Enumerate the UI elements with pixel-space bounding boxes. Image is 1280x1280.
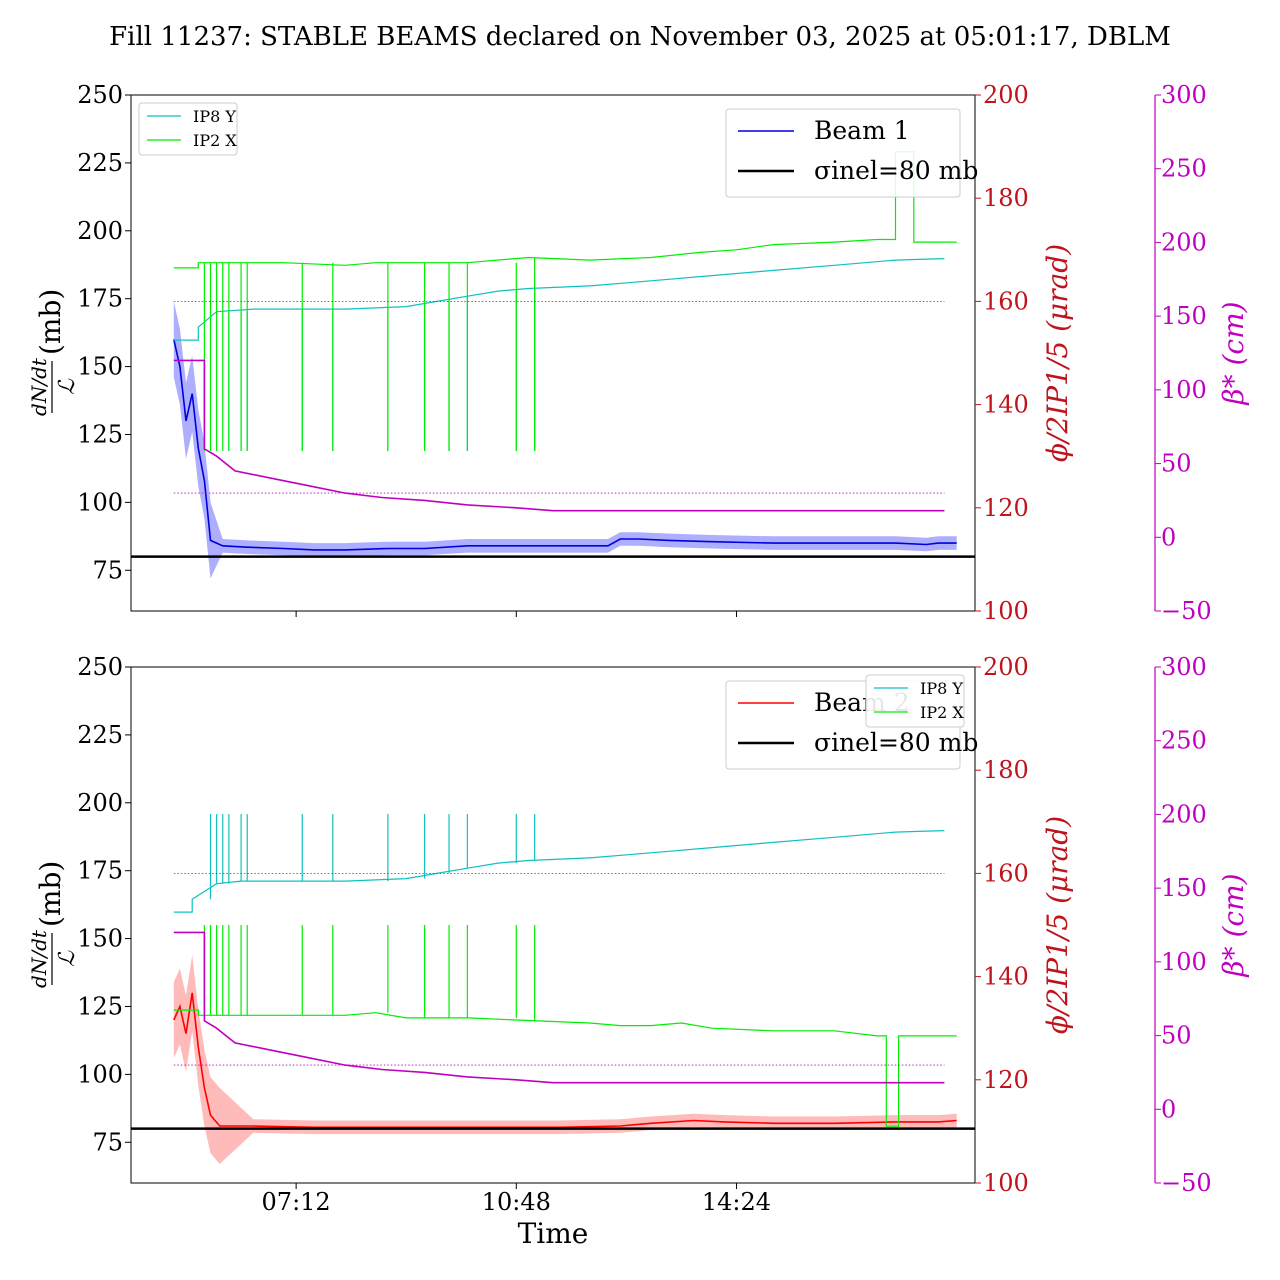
right-ytick-label: 100 <box>983 597 1029 625</box>
xtick-label: 07:12 <box>262 1188 331 1216</box>
right-ytick-label: 120 <box>983 494 1029 522</box>
y-axis-label-denominator: ℒ <box>55 378 80 395</box>
left-ytick-label: 150 <box>77 925 123 953</box>
left-ytick-label: 100 <box>77 1060 123 1088</box>
legend-beam-label: Beam 1 <box>814 116 910 145</box>
legend-ip8-label: IP8 Y <box>193 107 236 126</box>
left-ytick-label: 150 <box>77 353 123 381</box>
left-ytick-label: 100 <box>77 488 123 516</box>
y-axis-label-unit: (mb) <box>34 861 67 927</box>
left-ytick-label: 125 <box>77 992 123 1020</box>
bottom-panel: 75 100 125 150 175 200 225 250 100 120 140 160 180 20… <box>27 653 1250 1250</box>
legend-ip8-label: IP8 Y <box>920 679 963 698</box>
legend-ip2-label: IP2 X <box>193 131 237 150</box>
left-ytick-label: 225 <box>77 721 123 749</box>
left-ytick-label: 225 <box>77 149 123 177</box>
series-line-ip8-y <box>173 258 945 341</box>
series-line-series <box>173 931 945 1084</box>
y-axis-label: dN/dt ℒ (mb) <box>27 289 80 416</box>
plot-area <box>131 814 975 1164</box>
left-ytick-label: 125 <box>77 420 123 448</box>
right-ytick-label: 140 <box>983 391 1029 419</box>
y-axis-label-numerator: dN/dt <box>27 929 51 988</box>
plot-frame <box>130 666 976 1184</box>
series-line-ip2-x <box>173 1009 957 1127</box>
left-ytick-label: 200 <box>77 789 123 817</box>
series-line-series <box>173 359 945 512</box>
error-band-beam-2 <box>173 954 957 1164</box>
left-ytick-label: 175 <box>77 285 123 313</box>
error-band-beam-1 <box>173 301 957 579</box>
right-ytick-label: 160 <box>983 287 1029 315</box>
y-axis-label-unit: (mb) <box>34 289 67 355</box>
beta-ytick-label: 200 <box>1161 228 1207 256</box>
crossing-angle-axis-label: ϕ/2IP1/5 (μrad) <box>1041 244 1074 462</box>
left-ytick-label: 75 <box>92 556 123 584</box>
beta-ytick-label: −50 <box>1161 1169 1212 1197</box>
right-ytick-label: 140 <box>983 963 1029 991</box>
beta-ytick-label: 150 <box>1161 302 1207 330</box>
crossing-angle-axis-label: ϕ/2IP1/5 (μrad) <box>1041 816 1074 1034</box>
left-ytick-label: 250 <box>77 653 123 681</box>
beta-ytick-label: 300 <box>1161 81 1207 109</box>
series-line-beam-1 <box>173 339 957 551</box>
beta-ytick-label: 100 <box>1161 948 1207 976</box>
beta-ytick-label: 0 <box>1161 523 1176 551</box>
beta-ytick-label: 300 <box>1161 653 1207 681</box>
plot-area <box>131 151 975 579</box>
x-axis-label: Time <box>518 1217 589 1250</box>
plot-frame <box>130 94 976 612</box>
right-ytick-label: 120 <box>983 1066 1029 1094</box>
beta-ytick-label: 100 <box>1161 376 1207 404</box>
left-ytick-label: 200 <box>77 217 123 245</box>
right-ytick-label: 200 <box>983 81 1029 109</box>
beta-ytick-label: 50 <box>1161 1022 1192 1050</box>
right-ytick-label: 100 <box>983 1169 1029 1197</box>
left-ytick-label: 175 <box>77 857 123 885</box>
right-ytick-label: 200 <box>983 653 1029 681</box>
left-ytick-label: 75 <box>92 1128 123 1156</box>
series-line-ip8-y <box>173 830 945 913</box>
right-ytick-label: 180 <box>983 184 1029 212</box>
beta-ytick-label: 0 <box>1161 1095 1176 1123</box>
top-panel: 75 100 125 150 175 200 225 250 100 120 140 160 180 20… <box>27 81 1250 625</box>
beta-star-axis-label: β* (cm) <box>1217 873 1250 977</box>
beta-ytick-label: 50 <box>1161 450 1192 478</box>
y-axis-label-numerator: dN/dt <box>27 357 51 416</box>
right-ytick-label: 180 <box>983 756 1029 784</box>
right-ytick-label: 160 <box>983 859 1029 887</box>
beta-ytick-label: 200 <box>1161 800 1207 828</box>
legend-ip2-label: IP2 X <box>920 703 964 722</box>
beta-ytick-label: 150 <box>1161 874 1207 902</box>
beta-star-axis-label: β* (cm) <box>1217 301 1250 405</box>
xtick-label: 10:48 <box>482 1188 551 1216</box>
figure-title: Fill 11237: STABLE BEAMS declared on Nov… <box>109 22 1171 52</box>
legend-sigma-label: σinel=80 mb <box>814 156 978 185</box>
beta-ytick-label: −50 <box>1161 597 1212 625</box>
y-axis-label: dN/dt ℒ (mb) <box>27 861 80 988</box>
y-axis-label-denominator: ℒ <box>55 950 80 967</box>
beta-ytick-label: 250 <box>1161 155 1207 183</box>
xtick-label: 14:24 <box>702 1188 771 1216</box>
series-line-beam-2 <box>173 992 957 1129</box>
beta-ytick-label: 250 <box>1161 727 1207 755</box>
left-ytick-label: 250 <box>77 81 123 109</box>
legend-sigma-label: σinel=80 mb <box>814 728 978 757</box>
